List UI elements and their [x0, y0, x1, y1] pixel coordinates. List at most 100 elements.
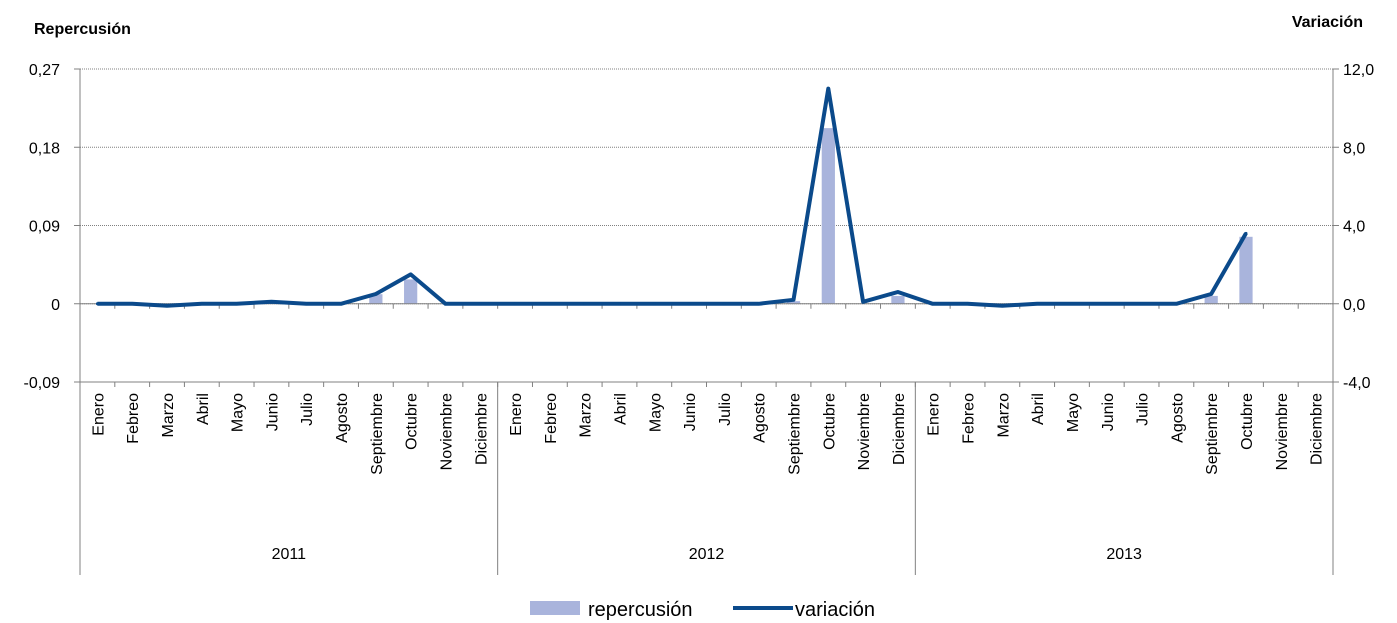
- month-label: Mayo: [230, 393, 247, 432]
- month-label: Mayo: [647, 393, 664, 432]
- month-label: Noviembre: [1274, 393, 1291, 470]
- month-label: Junio: [682, 393, 699, 431]
- month-label: Enero: [926, 393, 943, 436]
- month-label: Septiembre: [369, 393, 386, 475]
- month-label: Junio: [264, 393, 281, 431]
- right-tick-label: 0,0: [1343, 297, 1365, 314]
- line-point: [443, 302, 447, 306]
- month-label: Abril: [195, 393, 212, 425]
- variacion-series-line: [97, 86, 1248, 308]
- year-label: 2012: [689, 546, 725, 563]
- month-label: Marzo: [995, 393, 1012, 438]
- legend-swatch-repercusion: [530, 601, 580, 615]
- line-point: [235, 302, 239, 306]
- month-label: Abril: [612, 393, 629, 425]
- month-label: Junio: [1100, 393, 1117, 431]
- bar: [891, 295, 905, 304]
- repercusion-bars: [369, 128, 1253, 304]
- left-tick-label: -0,09: [24, 375, 61, 392]
- line-point: [792, 298, 796, 302]
- legend-label-repercusion: repercusión: [588, 599, 693, 621]
- month-label: Abril: [1030, 393, 1047, 425]
- line-point: [1209, 292, 1213, 296]
- month-label: Octubre: [1239, 393, 1256, 450]
- line-point: [1140, 302, 1144, 306]
- month-label: Febreo: [125, 393, 142, 444]
- bar: [404, 279, 418, 304]
- month-label: Noviembre: [438, 393, 455, 470]
- left-tick-label: 0,27: [29, 62, 60, 79]
- line-point: [478, 302, 482, 306]
- line-point: [896, 290, 900, 294]
- month-label: Enero: [90, 393, 107, 436]
- line-point: [1070, 302, 1074, 306]
- line-point: [1105, 302, 1109, 306]
- month-label: Noviembre: [856, 393, 873, 470]
- line-point: [826, 87, 830, 91]
- line-point: [513, 302, 517, 306]
- line-point: [200, 302, 204, 306]
- month-label: Enero: [508, 393, 525, 436]
- left-axis-title: Repercusión: [34, 21, 131, 38]
- line-point: [130, 302, 134, 306]
- month-label: Diciembre: [1309, 393, 1326, 465]
- bar: [369, 294, 383, 304]
- line-point: [165, 304, 169, 308]
- tick-labels: 0,27 0,18 0,09 0 -0,09 12,0 8,0 4,0 0,0 -4,0 Enero…: [24, 62, 1375, 563]
- month-label: Mayo: [1065, 393, 1082, 432]
- variacion-line: [95, 86, 1248, 308]
- month-label: Diciembre: [891, 393, 908, 465]
- month-label: Julio: [299, 393, 316, 426]
- line-point: [652, 302, 656, 306]
- line-point: [339, 302, 343, 306]
- bar: [1239, 236, 1253, 304]
- line-point: [861, 300, 865, 304]
- line-point: [1000, 304, 1004, 308]
- line-point: [687, 302, 691, 306]
- year-label: 2013: [1106, 546, 1142, 563]
- month-label: Agosto: [752, 393, 769, 443]
- line-point: [374, 292, 378, 296]
- month-label: Agosto: [1169, 393, 1186, 443]
- year-label: 2011: [272, 546, 307, 563]
- month-label: Octubre: [821, 393, 838, 450]
- month-label: Septiembre: [1204, 393, 1221, 475]
- month-label: Julio: [717, 393, 734, 426]
- month-label: Julio: [1135, 393, 1152, 426]
- line-point: [269, 300, 273, 304]
- right-tick-label: 4,0: [1343, 219, 1365, 236]
- line-point: [1244, 231, 1248, 235]
- gridlines: [80, 68, 1333, 305]
- line-point: [757, 302, 761, 306]
- left-tick-label: 0,18: [29, 140, 60, 157]
- month-label: Marzo: [578, 393, 595, 438]
- line-point: [304, 302, 308, 306]
- line-point: [548, 302, 552, 306]
- month-label: Febreo: [961, 393, 978, 444]
- line-point: [95, 302, 99, 306]
- line-point: [931, 302, 935, 306]
- month-label: Diciembre: [473, 393, 490, 465]
- month-label: Febreo: [543, 393, 560, 444]
- axes: [74, 68, 1339, 575]
- bar: [1204, 295, 1218, 304]
- legend-label-variacion: variación: [795, 599, 875, 621]
- bar: [821, 128, 835, 304]
- line-point: [1035, 302, 1039, 306]
- left-tick-label: 0,09: [29, 219, 60, 236]
- right-axis-title: Variación: [1292, 14, 1363, 31]
- left-tick-label: 0: [51, 297, 60, 314]
- month-label: Octubre: [404, 393, 421, 450]
- line-point: [1174, 302, 1178, 306]
- bar: [786, 301, 801, 304]
- month-label: Agosto: [334, 393, 351, 443]
- right-tick-label: -4,0: [1343, 375, 1371, 392]
- right-tick-label: 8,0: [1343, 140, 1365, 157]
- month-label: Septiembre: [787, 393, 804, 475]
- line-point: [409, 272, 413, 276]
- line-point: [583, 302, 587, 306]
- right-tick-label: 12,0: [1343, 62, 1374, 79]
- line-point: [966, 302, 970, 306]
- month-label: Marzo: [160, 393, 177, 438]
